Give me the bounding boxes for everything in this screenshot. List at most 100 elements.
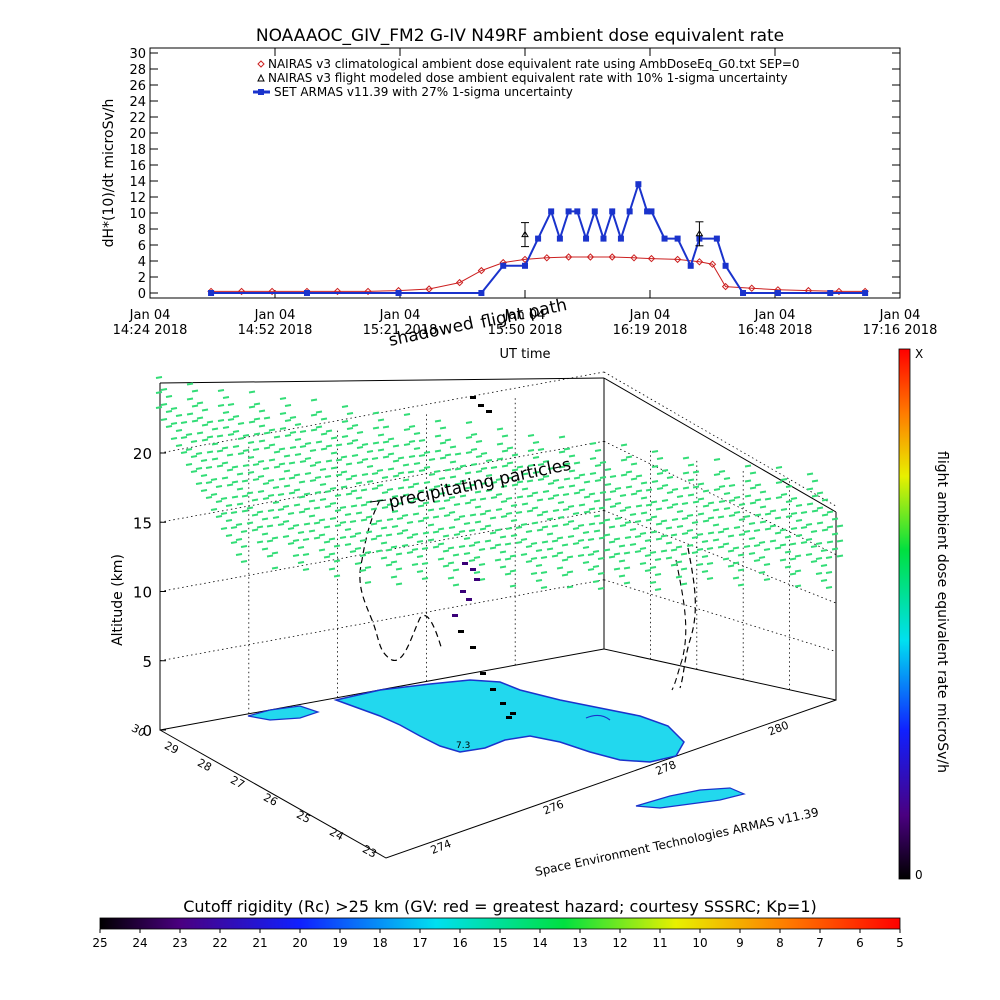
particle-mark [536, 513, 544, 517]
particle-mark [452, 583, 460, 587]
particle-mark [552, 509, 560, 512]
particle-mark [210, 478, 218, 481]
particle-mark [733, 526, 741, 529]
particle-mark [470, 448, 478, 451]
particle-mark [278, 477, 286, 481]
particle-mark [284, 434, 292, 437]
series-nairas-climatological [207, 253, 869, 296]
particle-mark [702, 489, 710, 493]
particle-mark [334, 524, 342, 527]
annotation-pointer [369, 499, 387, 503]
particle-mark [485, 474, 493, 477]
particle-mark [623, 551, 631, 555]
particle-mark [732, 546, 740, 550]
legend-item-armas: SET ARMAS v11.39 with 27% 1-sigma uncert… [253, 85, 573, 99]
particle-mark [292, 554, 300, 557]
particle-mark [382, 440, 390, 444]
particle-mark [401, 544, 409, 547]
x-tick-time: 15:21 2018 [363, 323, 438, 338]
particle-mark [416, 540, 424, 543]
series-line-armas [211, 180, 866, 294]
particle-mark [377, 448, 385, 452]
particle-mark [763, 548, 771, 551]
particle-mark [540, 571, 548, 574]
colorbar-label: flight ambient dose equivalent rate micr… [934, 451, 950, 773]
y-tick-label: 28 [129, 63, 146, 78]
particle-mark [624, 506, 632, 509]
particle-mark [395, 567, 403, 571]
particle-mark [258, 409, 266, 413]
particle-mark [330, 436, 338, 440]
particle-mark [485, 459, 493, 462]
particle-mark [732, 561, 740, 565]
particle-mark [644, 539, 652, 542]
particle-mark [216, 449, 224, 453]
particle-mark [784, 535, 792, 539]
rigidity-tick-label: 11 [652, 936, 667, 950]
particle-mark [391, 495, 399, 498]
particle-mark [753, 559, 761, 562]
particle-mark [525, 530, 533, 533]
armas-point [722, 262, 729, 269]
particle-mark [318, 518, 326, 522]
particle-mark [582, 531, 590, 534]
particle-mark [722, 557, 730, 561]
particle-mark [661, 484, 669, 487]
particle-mark [785, 485, 793, 488]
particle-mark [256, 510, 264, 514]
particle-mark [510, 519, 518, 522]
armas-point [548, 208, 555, 215]
particle-mark [320, 417, 328, 421]
particle-mark [237, 422, 245, 425]
particle-mark [328, 552, 336, 556]
particle-mark [665, 556, 673, 560]
track-point [470, 396, 476, 399]
particle-mark [354, 532, 362, 535]
particle-mark [651, 465, 659, 468]
particle-mark [469, 483, 477, 487]
particle-mark [221, 476, 229, 480]
particle-mark [319, 498, 327, 501]
particle-mark [806, 487, 814, 491]
particle-mark [376, 469, 384, 472]
particle-mark [318, 548, 326, 552]
particle-mark [558, 465, 566, 469]
particle-mark [261, 547, 269, 551]
particle-mark [665, 526, 673, 530]
particle-mark [253, 417, 261, 421]
particle-mark [521, 472, 529, 476]
particle-mark [308, 514, 316, 518]
particle-mark [520, 538, 528, 541]
particle-mark [370, 522, 378, 526]
x-tick-date: Jan 04 [129, 308, 171, 323]
particle-mark [743, 545, 751, 548]
particle-mark [789, 542, 797, 546]
particle-mark [165, 395, 173, 398]
particle-mark [319, 468, 327, 471]
nairas-point [695, 229, 704, 237]
particle-mark [165, 410, 173, 413]
particle-mark [465, 436, 473, 439]
particle-mark [645, 503, 653, 507]
particle-mark [578, 503, 586, 507]
x-tick-date: Jan 04 [754, 308, 796, 323]
particle-mark [655, 537, 663, 541]
particle-mark [670, 548, 678, 552]
particle-mark [831, 547, 839, 551]
particle-mark [774, 546, 782, 550]
particle-mark [200, 489, 208, 492]
particle-mark [562, 508, 570, 511]
legend-label: NAIRAS v3 flight modeled dose ambient eq… [268, 71, 788, 85]
particle-mark [473, 541, 481, 544]
particle-mark [160, 388, 168, 391]
rigidity-tick-label: 5 [896, 936, 904, 950]
particle-mark [314, 476, 322, 479]
particle-mark [196, 431, 204, 435]
particle-mark [618, 559, 626, 563]
altitude-tick-label: 15 [133, 514, 152, 532]
particle-mark [510, 534, 518, 537]
particle-mark [459, 494, 467, 498]
track-point [466, 598, 472, 601]
particle-mark [578, 488, 586, 492]
particle-mark [216, 434, 224, 438]
